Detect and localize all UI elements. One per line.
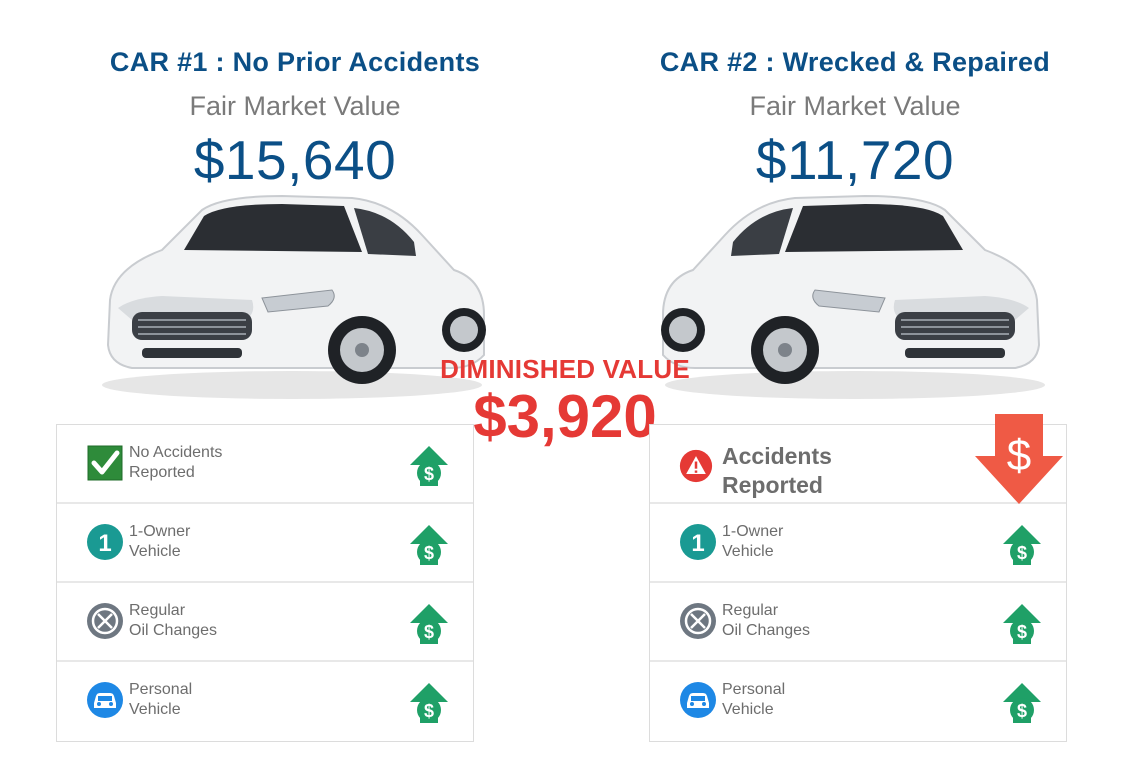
value-up-arrow-icon: $ — [410, 683, 448, 723]
car2-feature-row: 1 1-Owner Vehicle $ — [650, 504, 1066, 583]
car1-feature-row: No Accidents Reported $ — [57, 425, 473, 504]
warning-icon — [679, 449, 713, 483]
diminished-value-amount: $3,920 — [473, 383, 657, 450]
svg-text:1: 1 — [98, 530, 111, 557]
feature-label-line1: Accidents — [722, 443, 832, 469]
svg-text:$: $ — [1017, 543, 1027, 563]
value-up-arrow-icon: $ — [1003, 525, 1041, 565]
svg-text:1: 1 — [691, 530, 704, 557]
feature-label-line2: Vehicle — [129, 543, 181, 560]
diminished-value-callout: DIMINISHED VALUE $3,920 — [430, 354, 700, 447]
feature-label-line1: 1-Owner — [722, 523, 784, 540]
svg-text:$: $ — [424, 464, 434, 484]
value-down-arrow-icon: $ — [975, 414, 1063, 504]
value-up-arrow-icon: $ — [1003, 604, 1041, 644]
svg-text:$: $ — [424, 701, 434, 721]
feature-label-line1: 1-Owner — [129, 523, 191, 540]
svg-text:$: $ — [424, 622, 434, 642]
car1-feature-row: Regular Oil Changes $ — [57, 583, 473, 662]
feature-label-line2: Vehicle — [722, 701, 774, 718]
car2-price: $11,720 — [755, 129, 955, 191]
svg-text:$: $ — [1017, 622, 1027, 642]
svg-text:$: $ — [424, 543, 434, 563]
one-owner-icon: 1 — [680, 524, 716, 560]
feature-label-line1: Regular — [129, 602, 186, 619]
car1-feature-row: 1 1-Owner Vehicle $ — [57, 504, 473, 583]
car-icon — [680, 682, 716, 718]
oil-change-icon — [87, 603, 123, 639]
car2-image — [661, 194, 1045, 399]
car1-fmv-label: Fair Market Value — [189, 91, 401, 121]
value-up-arrow-icon: $ — [410, 604, 448, 644]
value-up-arrow-icon: $ — [410, 446, 448, 486]
feature-label-line2: Vehicle — [722, 543, 774, 560]
car1-title: CAR #1 : No Prior Accidents — [109, 47, 481, 77]
feature-label-line2: Oil Changes — [722, 622, 811, 639]
car-icon — [87, 682, 123, 718]
car1-features-panel: No Accidents Reported $ 1 1-Owner Vehicl… — [56, 424, 474, 742]
feature-label-line2: Vehicle — [129, 701, 181, 718]
car1-image — [102, 194, 486, 399]
svg-text:$: $ — [1017, 701, 1027, 721]
value-up-arrow-icon: $ — [410, 525, 448, 565]
car2-fmv-label: Fair Market Value — [749, 91, 961, 121]
one-owner-icon: 1 — [87, 524, 123, 560]
car2-feature-row: Accidents Reported — [650, 425, 1066, 504]
oil-change-icon — [680, 603, 716, 639]
feature-label-line1: Personal — [129, 681, 193, 698]
feature-label-line2: Oil Changes — [129, 622, 218, 639]
car1-price: $15,640 — [193, 129, 397, 191]
feature-label-line2: Reported — [722, 472, 823, 498]
car1-feature-row: Personal Vehicle $ — [57, 662, 473, 739]
car2-feature-row: Regular Oil Changes $ — [650, 583, 1066, 662]
diminished-value-label: DIMINISHED VALUE — [440, 354, 690, 384]
feature-label-line1: Regular — [722, 602, 779, 619]
feature-label-line1: No Accidents — [129, 444, 223, 461]
car2-feature-row: Personal Vehicle $ — [650, 662, 1066, 739]
feature-label-line2: Reported — [129, 464, 195, 481]
value-up-arrow-icon: $ — [1003, 683, 1041, 723]
feature-label-line1: Personal — [722, 681, 786, 698]
svg-text:$: $ — [1007, 431, 1031, 480]
check-icon — [87, 445, 123, 481]
car2-title: CAR #2 : Wrecked & Repaired — [659, 47, 1051, 77]
